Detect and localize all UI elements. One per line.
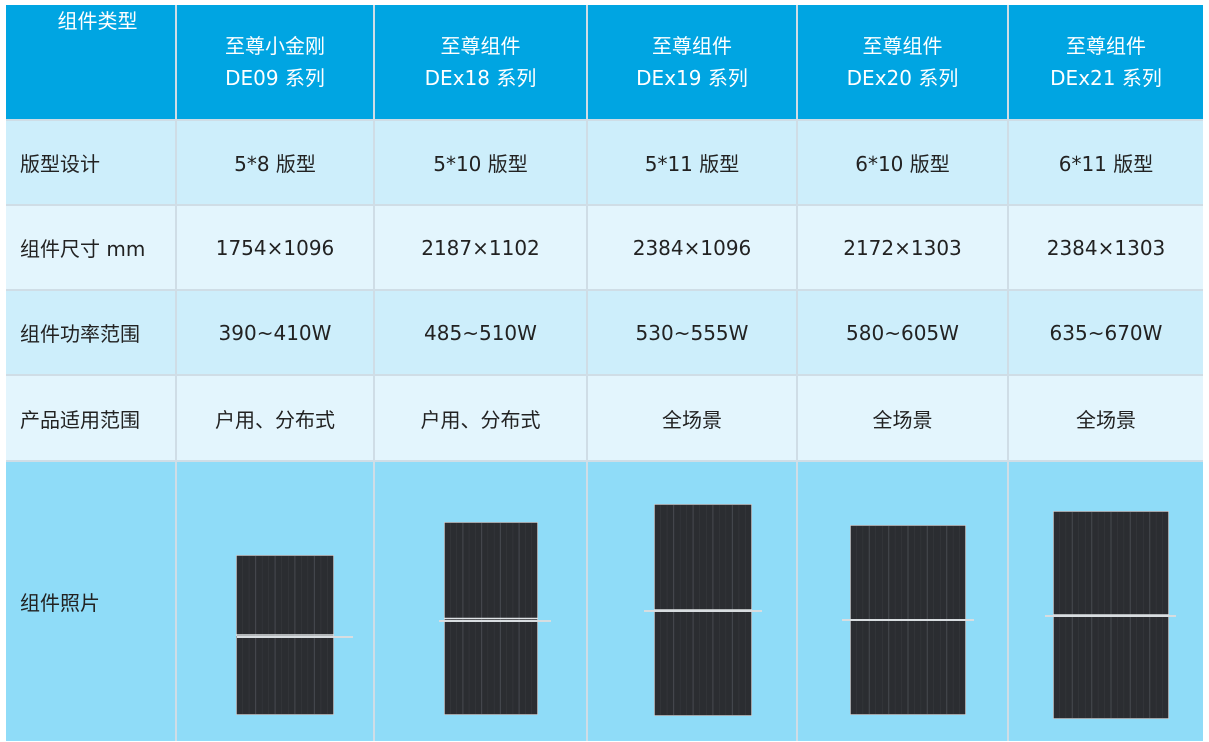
header-de09: 至尊小金刚 DE09 系列 [177,5,373,119]
table-cell: 2187×1102 [375,206,586,289]
series-name: 至尊组件 [440,34,521,58]
header-label: 组件类型 [6,5,175,119]
row-label: 版型设计 [6,121,175,204]
series-code: DEx21 系列 [1050,66,1162,90]
header-dex21: 至尊组件 DEx21 系列 [1009,5,1203,119]
table-cell: 6*10 版型 [798,121,1007,204]
photo-cell [798,462,1007,741]
table-cell: 2384×1303 [1009,206,1203,289]
de09-panel-image [236,555,334,715]
table-cell: 5*8 版型 [177,121,373,204]
series-code: DEx20 系列 [846,66,959,90]
table-cell: 390~410W [177,291,373,374]
row-label: 组件尺寸 mm [6,206,175,289]
power-row: 组件功率范围 390~410W 485~510W 530~555W 580~60… [6,291,1203,374]
module-comparison-table: 组件类型 至尊小金刚 DE09 系列 至尊组件 DEx18 系列 至尊组件 DE… [6,5,1203,741]
header-row: 组件类型 至尊小金刚 DE09 系列 至尊组件 DEx18 系列 至尊组件 DE… [6,5,1203,119]
header-dex18: 至尊组件 DEx18 系列 [375,5,586,119]
series-name: 至尊组件 [862,34,943,58]
usage-row: 产品适用范围 户用、分布式 户用、分布式 全场景 全场景 全场景 [6,376,1203,460]
row-label: 组件功率范围 [6,291,175,374]
series-name: 至尊组件 [1066,34,1146,58]
header-dex20: 至尊组件 DEx20 系列 [798,5,1007,119]
table-cell: 5*10 版型 [375,121,586,204]
series-code: DEx19 系列 [636,66,748,90]
table-cell: 5*11 版型 [588,121,796,204]
table-cell: 485~510W [375,291,586,374]
series-code: DEx18 系列 [424,66,537,90]
series-name: 至尊组件 [652,34,732,58]
row-label: 产品适用范围 [6,376,175,460]
frame-bar [1045,615,1176,617]
table-cell: 1754×1096 [177,206,373,289]
header-dex19: 至尊组件 DEx19 系列 [588,5,796,119]
table-cell: 全场景 [588,376,796,460]
layout-row: 版型设计 5*8 版型 5*10 版型 5*11 版型 6*10 版型 6*11… [6,121,1203,204]
table-cell: 户用、分布式 [177,376,373,460]
photo-cell [177,462,373,741]
table-cell: 全场景 [798,376,1007,460]
table-cell: 2384×1096 [588,206,796,289]
frame-bar [237,636,353,638]
frame-bar [439,620,551,622]
photo-row: 组件照片 [6,462,1203,741]
table-cell: 6*11 版型 [1009,121,1203,204]
row-label: 组件照片 [6,462,175,741]
photo-cell [588,462,796,741]
photo-cell [1009,462,1203,741]
photo-cell [375,462,586,741]
table-cell: 户用、分布式 [375,376,586,460]
table-cell: 2172×1303 [798,206,1007,289]
frame-bar [842,619,974,621]
series-name: 至尊小金刚 [225,34,325,58]
size-row: 组件尺寸 mm 1754×1096 2187×1102 2384×1096 21… [6,206,1203,289]
dex18-panel-image [444,522,538,715]
table-cell: 全场景 [1009,376,1203,460]
frame-bar [644,610,762,612]
table-cell: 580~605W [798,291,1007,374]
table-cell: 635~670W [1009,291,1203,374]
table-cell: 530~555W [588,291,796,374]
series-code: DE09 系列 [225,66,325,90]
